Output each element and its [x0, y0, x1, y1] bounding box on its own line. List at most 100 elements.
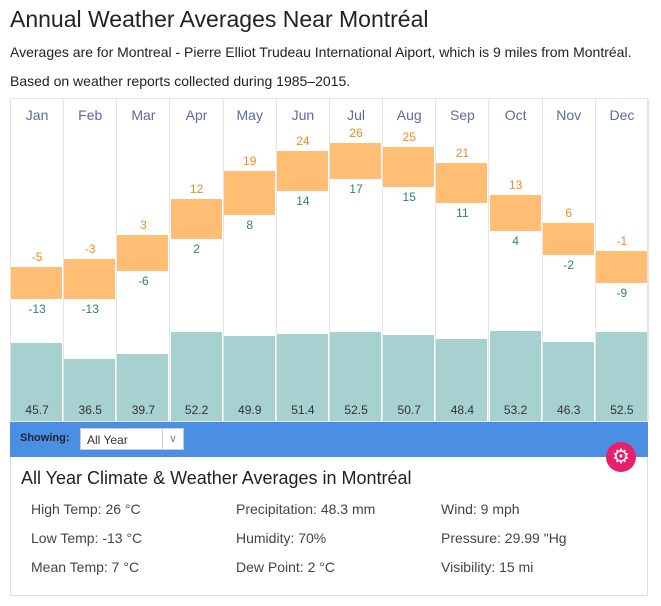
precip-label: 52.5: [344, 403, 368, 417]
month-label: Oct: [504, 107, 527, 123]
precip-bar: [542, 342, 594, 421]
precip-bar: [436, 338, 488, 421]
precip-label: 46.3: [557, 403, 581, 417]
precip-label: 50.7: [397, 403, 421, 417]
high-temp-label: 25: [402, 130, 416, 144]
temp-range-bar: [489, 195, 541, 231]
chevron-down-icon: ∨: [162, 429, 183, 449]
temp-range-bar: [11, 267, 63, 299]
temp-range-bar: [117, 235, 169, 271]
low-temp-label: 17: [349, 182, 363, 196]
high-temp-label: 6: [565, 206, 573, 220]
gear-icon[interactable]: ⚙: [606, 442, 636, 472]
low-temp-label: -9: [616, 286, 628, 300]
month-label: Nov: [556, 107, 582, 123]
month-column: Jun 24 14 51.4: [276, 99, 330, 421]
high-temp-label: 13: [508, 178, 523, 192]
month-column: Mar 3 -6 39.7: [117, 99, 171, 421]
climate-summary: All Year Climate & Weather Averages in M…: [10, 457, 648, 596]
temp-range-bar: [64, 259, 116, 299]
high-temp-label: -1: [616, 234, 628, 248]
precip-label: 45.7: [25, 403, 49, 417]
temp-range-bar: [276, 151, 328, 191]
precip-label: 48.4: [450, 403, 475, 417]
low-temp-label: 4: [512, 234, 519, 248]
precip-label: 36.5: [78, 403, 102, 417]
low-temp-label: 8: [246, 218, 254, 232]
stat-item: Precipitation: 48.3 mm: [236, 501, 376, 517]
precip-bar: [276, 333, 328, 421]
high-temp-label: 21: [455, 146, 470, 160]
page-title: Annual Weather Averages Near Montréal: [10, 6, 429, 32]
month-label: Apr: [185, 107, 208, 123]
stat-item: Pressure: 29.99 "Hg: [441, 530, 567, 546]
stat-item: Visibility: 15 mi: [441, 559, 534, 575]
stat-item: High Temp: 26 °C: [31, 501, 141, 517]
stat-item: Wind: 9 mph: [441, 501, 520, 517]
temp-range-bar: [170, 199, 222, 239]
high-temp-label: 12: [189, 182, 204, 196]
low-temp-label: 11: [456, 206, 469, 220]
precip-label: 39.7: [131, 403, 156, 417]
showing-bar: Showing: All Year ∨: [10, 422, 648, 457]
month-label: Dec: [609, 107, 635, 123]
month-column: Feb -3 -13 36.5: [64, 99, 118, 421]
precip-label: 52.2: [184, 403, 209, 417]
high-temp-label: -5: [31, 250, 43, 264]
precip-bar: [489, 330, 541, 421]
subtitle: Averages are for Montreal - Pierre Ellio…: [10, 44, 632, 60]
low-temp-label: -6: [138, 274, 149, 288]
precip-label: 49.9: [238, 403, 262, 417]
month-column: Jan -5 -13 45.7: [11, 99, 65, 421]
precip-bar: [330, 331, 382, 421]
precip-bar: [11, 343, 63, 421]
temp-range-bar: [542, 223, 594, 255]
month-column: Dec -1 -9 52.5: [595, 99, 649, 421]
low-temp-label: 15: [402, 190, 416, 204]
precip-bar: [117, 353, 169, 421]
period-select-value: All Year: [87, 433, 128, 447]
month-column: Aug 25 15 50.7: [383, 99, 437, 421]
low-temp-label: 14: [296, 194, 310, 208]
month-column: Oct 13 4 53.2: [489, 99, 543, 421]
precip-bar: [223, 336, 275, 421]
month-column: May 19 8 49.9: [223, 99, 277, 421]
temp-range-bar: [383, 147, 435, 187]
month-label: Jun: [291, 107, 315, 123]
temp-range-bar: [595, 251, 647, 283]
weather-chart: Jan -5 -13 45.7 Feb -3 -13 36.5 Mar 3 -6 3…: [10, 98, 649, 422]
high-temp-label: 26: [349, 126, 363, 140]
precip-label: 51.4: [291, 403, 315, 417]
month-column: Jul 26 17 52.5: [330, 99, 384, 421]
stat-item: Mean Temp: 7 °C: [31, 559, 140, 575]
high-temp-label: 24: [296, 134, 310, 148]
stat-item: Dew Point: 2 °C: [236, 559, 335, 575]
month-label: Jul: [347, 107, 366, 123]
showing-label: Showing:: [20, 432, 70, 444]
month-label: May: [236, 107, 263, 123]
month-label: Sep: [449, 107, 475, 123]
stat-item: Low Temp: -13 °C: [31, 530, 143, 546]
summary-heading: All Year Climate & Weather Averages in M…: [21, 468, 412, 488]
stat-item: Humidity: 70%: [236, 530, 327, 546]
month-label: Aug: [396, 107, 422, 123]
temp-range-bar: [223, 171, 275, 215]
month-label: Mar: [131, 107, 156, 123]
month-column: Nov 6 -2 46.3: [542, 99, 596, 421]
month-label: Feb: [78, 107, 103, 123]
high-temp-label: 3: [140, 218, 147, 232]
precip-label: 52.5: [610, 403, 634, 417]
high-temp-label: -3: [84, 242, 96, 256]
low-temp-label: 2: [193, 242, 200, 256]
high-temp-label: 19: [243, 154, 257, 168]
month-column: Apr 12 2 52.2: [170, 99, 224, 421]
temp-range-bar: [330, 143, 382, 179]
low-temp-label: -2: [563, 258, 575, 272]
precip-bar: [383, 334, 435, 421]
period-select[interactable]: All Year ∨: [80, 428, 184, 450]
low-temp-label: -13: [28, 302, 46, 316]
precip-label: 53.2: [503, 403, 528, 417]
precip-bar: [64, 358, 116, 421]
precip-bar: [595, 331, 647, 421]
precip-bar: [170, 332, 222, 421]
